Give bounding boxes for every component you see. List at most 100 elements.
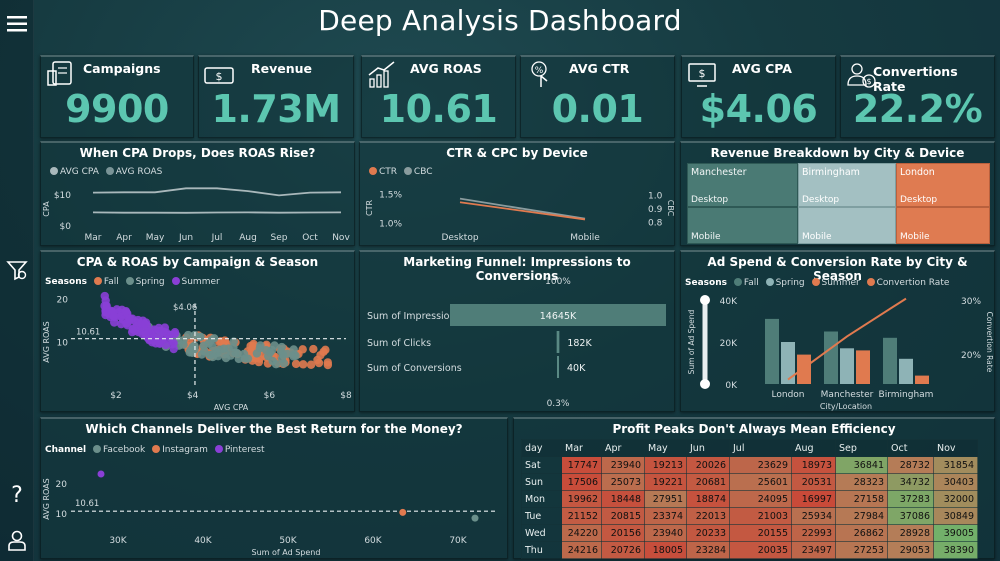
bar	[824, 331, 838, 384]
legend-item[interactable]: AVG CPA	[60, 167, 99, 177]
legend-item[interactable]: Pinterest	[224, 445, 265, 455]
treemap-cell-manchester-desktop[interactable]: Manchester Desktop	[687, 163, 798, 207]
table-cell: 16997	[791, 490, 836, 508]
scatter-point	[323, 358, 332, 367]
kpi-card-revenue[interactable]: $ Revenue 1.73M	[198, 55, 354, 138]
column-header[interactable]: Jun	[686, 439, 730, 457]
treemap-device-label: Desktop	[900, 195, 938, 205]
table-row: Mon 19962 18448 27951 18874 24095 16997 27158 37…	[521, 490, 978, 508]
x-tick-label: Birmingham	[879, 390, 934, 400]
column-header[interactable]: Aug	[791, 439, 836, 457]
user-icon[interactable]	[5, 528, 29, 552]
legend-item[interactable]: Instagram	[162, 445, 208, 455]
scatter-point	[277, 342, 286, 352]
table-cell: 24220	[561, 524, 602, 542]
kpi-card-campaigns[interactable]: Campaigns 9900	[40, 55, 194, 138]
funnel-bar	[557, 356, 559, 378]
table-cell: 19962	[561, 490, 602, 508]
treemap-device-label: Mobile	[691, 232, 721, 242]
table-cell: 23940	[601, 456, 645, 474]
column-header[interactable]: Nov	[933, 439, 978, 457]
legend-item[interactable]: CBC	[413, 167, 433, 177]
scatter-point	[169, 338, 178, 348]
x-axis-label: City/Location	[820, 402, 872, 411]
chart-adspend-city-season: Ad Spend & Conversion Rate by City & Sea…	[680, 250, 995, 412]
legend-item[interactable]: Summer	[181, 277, 220, 287]
y-tick-label: $0	[60, 222, 72, 232]
y-tick-label: 40K	[720, 297, 738, 307]
scatter-point	[309, 344, 318, 354]
legend-item[interactable]: AVG ROAS	[115, 167, 163, 177]
table-cell: 30849	[933, 507, 978, 525]
reference-label: 10.61	[75, 499, 99, 509]
scatter-point	[226, 351, 235, 360]
legend-swatch	[152, 445, 161, 453]
campaign-icon	[47, 61, 72, 86]
column-header[interactable]: Jul	[729, 439, 792, 457]
table-cell: 20681	[686, 473, 730, 491]
treemap-cell-birmingham-desktop[interactable]: Birmingham Desktop	[798, 163, 896, 207]
legend-item[interactable]: Spring	[135, 277, 165, 287]
column-header[interactable]: Mar	[561, 439, 602, 457]
scatter-point	[298, 360, 308, 369]
legend-item[interactable]: Convertion Rate	[876, 278, 950, 288]
treemap-cell-london-desktop[interactable]: London Desktop	[896, 163, 990, 207]
table-cell: 38390	[933, 541, 978, 559]
legend-item[interactable]: Summer	[821, 278, 860, 288]
y-axis-label: AVG ROAS	[42, 321, 51, 362]
scatter-point	[229, 343, 238, 352]
legend-swatch	[125, 277, 134, 285]
x-tick-label: $8	[340, 391, 352, 401]
table-cell: 26862	[835, 524, 888, 542]
scatter-point	[204, 339, 213, 348]
scatter-point	[298, 345, 307, 354]
kpi-card-conversion-rate[interactable]: $ Convertions Rate 22.2%	[840, 55, 995, 138]
scatter-point	[254, 357, 264, 367]
legend-item[interactable]: Spring	[775, 278, 805, 288]
legend-item[interactable]: CTR	[379, 167, 398, 177]
row-day-label: Sun	[521, 473, 562, 491]
table-cell: 24095	[729, 490, 792, 508]
kpi-card-avg-roas[interactable]: AVG ROAS 10.61	[361, 55, 516, 138]
row-day-label: Tue	[521, 507, 562, 525]
treemap-cell-london-mobile[interactable]: Mobile	[896, 207, 990, 244]
x-tick-label: Jul	[211, 233, 223, 243]
kpi-value: 22.2%	[852, 87, 983, 131]
treemap-cell-birmingham-mobile[interactable]: Mobile	[798, 207, 896, 244]
chart-legend: CTR CBC	[365, 167, 433, 177]
scatter-point	[219, 344, 229, 353]
column-header[interactable]: Apr	[601, 439, 645, 457]
filter-icon[interactable]	[5, 258, 29, 282]
treemap-cell-manchester-mobile[interactable]: Mobile	[687, 207, 798, 244]
legend-item[interactable]: Fall	[103, 277, 119, 287]
hamburger-menu-icon[interactable]	[5, 12, 29, 36]
kpi-value: 1.73M	[211, 87, 341, 131]
table-cell: 20531	[791, 473, 836, 491]
column-header[interactable]: day	[521, 439, 562, 457]
scatter-chart-channels: 20 10 AVG ROAS 30K 40K 50K 60K 70K Sum of Ad Spe…	[42, 470, 496, 557]
legend-title: Seasons	[45, 277, 87, 287]
chart-title: Ad Spend & Conversion Rate by City & Sea…	[707, 255, 968, 283]
table-row: Tue 21152 20815 23374 22013 21003 25934 27984 37…	[521, 507, 978, 525]
help-icon[interactable]: ?	[5, 482, 29, 506]
table-cell: 22013	[686, 507, 730, 525]
scatter-point	[208, 352, 218, 362]
column-header[interactable]: Oct	[887, 439, 934, 457]
legend-item[interactable]: Facebook	[102, 445, 146, 455]
profit-table: day Mar Apr May Jun Jul Aug Sep Oct Nov Sat 17747 2…	[521, 439, 978, 559]
table-cell: 23284	[686, 541, 730, 559]
table-cell: 37086	[887, 507, 934, 525]
kpi-card-avg-cpa[interactable]: $ AVG CPA $4.06	[681, 55, 836, 138]
scatter-point	[291, 359, 301, 369]
scatter-point	[270, 341, 279, 350]
bar	[915, 375, 929, 384]
column-header[interactable]: Sep	[835, 439, 888, 457]
scatter-point	[265, 348, 275, 357]
kpi-label: AVG CPA	[732, 61, 792, 76]
legend-item[interactable]: Fall	[743, 278, 759, 288]
kpi-card-avg-ctr[interactable]: % AVG CTR 0.01	[520, 55, 675, 138]
x-tick-label: 30K	[109, 536, 127, 546]
scatter-chart-cpa-roas: 20 10 AVG ROAS $2 $4 $6 $8 AVG CPA 10.61 $4.06	[42, 291, 352, 412]
column-header[interactable]: May	[644, 439, 687, 457]
row-day-label: Wed	[521, 524, 562, 542]
